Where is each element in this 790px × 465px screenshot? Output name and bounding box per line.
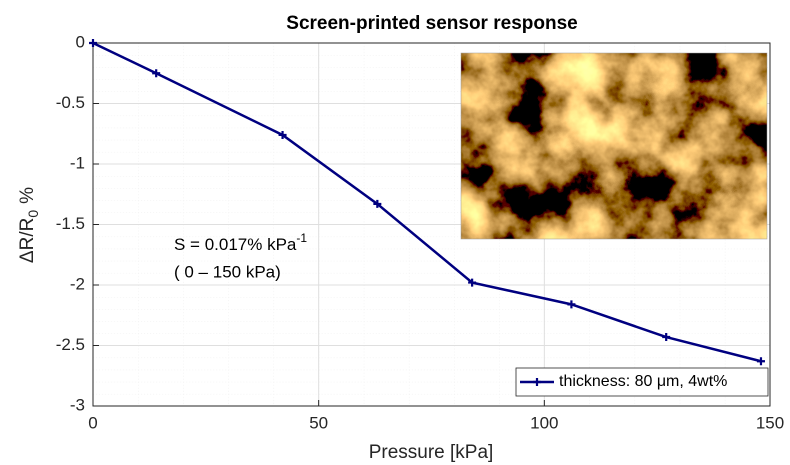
marker: [756, 357, 765, 366]
annotation-sup: -1: [296, 231, 307, 245]
marker: [662, 333, 671, 342]
legend-label: thickness: 80 μm, 4wt%: [559, 373, 727, 390]
x-axis-label: Pressure [kPa]: [369, 442, 494, 463]
annotation-text: S = 0.017% kPa: [174, 235, 297, 254]
inset-image: [461, 53, 767, 239]
chart-title: Screen-printed sensor response: [286, 13, 577, 34]
marker: [468, 278, 477, 287]
annotation: S = 0.017% kPa-1: [174, 231, 307, 254]
y-tick-label: -1.5: [56, 214, 85, 233]
marker: [278, 130, 287, 139]
y-tick-label: -1: [70, 153, 85, 172]
legend: thickness: 80 μm, 4wt%: [515, 367, 769, 397]
y-tick-label: -0.5: [56, 93, 85, 112]
annotation-range: ( 0 – 150 kPa): [174, 262, 281, 281]
marker: [152, 69, 161, 78]
y-tick-label: -2.5: [56, 335, 85, 354]
y-label-main: ΔR/R: [17, 218, 38, 263]
x-tick-label: 150: [756, 413, 784, 432]
y-tick-label: -3: [70, 395, 85, 414]
inset-border: [460, 52, 768, 240]
x-tick-label: 100: [530, 413, 558, 432]
y-label-sub: 0: [25, 210, 41, 218]
data-line: [92, 41, 762, 363]
x-tick-label: 0: [88, 413, 97, 432]
y-tick-label: -2: [70, 274, 85, 293]
y-tick-label: 0: [76, 32, 85, 51]
y-axis-label: ΔR/R0%: [17, 187, 41, 263]
marker: [373, 199, 382, 208]
legend-box: [515, 367, 769, 397]
legend-marker: [533, 378, 541, 386]
x-tick-label: 50: [309, 413, 328, 432]
marker: [89, 39, 97, 47]
y-label-suffix: %: [17, 187, 38, 204]
marker: [567, 300, 576, 309]
